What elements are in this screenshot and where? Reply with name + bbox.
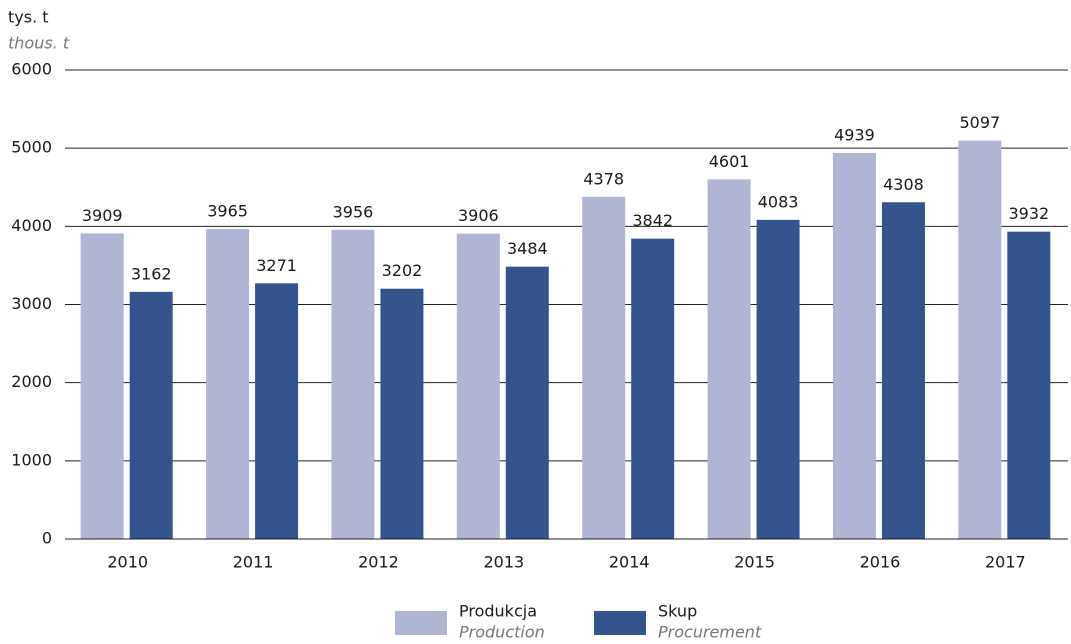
x-tick-label: 2017 <box>985 553 1026 572</box>
bar <box>206 229 250 540</box>
bar <box>582 196 626 540</box>
bar <box>756 219 800 539</box>
x-tick-label: 2016 <box>860 553 901 572</box>
bar <box>255 283 299 539</box>
value-label: 3162 <box>131 264 172 283</box>
legend-swatch <box>594 611 646 635</box>
bar <box>505 266 549 539</box>
bar <box>129 291 173 539</box>
value-label: 3909 <box>82 206 123 225</box>
value-label: 4083 <box>758 192 799 211</box>
axis-label-en: thous. t <box>8 34 70 53</box>
y-tick-label: 3000 <box>11 294 52 313</box>
x-tick-label: 2013 <box>483 553 524 572</box>
value-label: 3965 <box>207 202 248 221</box>
value-label: 3271 <box>256 256 297 275</box>
bar <box>1007 231 1051 539</box>
value-label: 4378 <box>583 169 624 188</box>
legend-label: Produkcja <box>459 602 537 621</box>
y-tick-label: 2000 <box>11 372 52 391</box>
legend-swatch <box>395 611 447 635</box>
value-label: 3956 <box>333 202 374 221</box>
legend-label-en: Production <box>459 623 545 642</box>
value-label: 3202 <box>382 261 423 280</box>
value-label: 4308 <box>883 175 924 194</box>
value-label: 3932 <box>1008 204 1049 223</box>
value-label: 3484 <box>507 239 548 258</box>
y-tick-label: 5000 <box>11 138 52 157</box>
x-tick-label: 2010 <box>107 553 148 572</box>
legend-label: Skup <box>658 602 697 621</box>
x-tick-label: 2012 <box>358 553 399 572</box>
value-label: 3842 <box>632 211 673 230</box>
x-tick-label: 2011 <box>233 553 274 572</box>
bar <box>881 202 925 539</box>
value-label: 3906 <box>458 206 499 225</box>
y-tick-label: 0 <box>42 529 52 548</box>
bar <box>832 152 876 540</box>
value-label: 5097 <box>959 113 1000 132</box>
y-tick-label: 4000 <box>11 216 52 235</box>
x-tick-label: 2015 <box>734 553 775 572</box>
value-label: 4601 <box>709 152 750 171</box>
legend-label-en: Procurement <box>658 623 762 642</box>
y-tick-label: 1000 <box>11 450 52 469</box>
value-label: 4939 <box>834 125 875 144</box>
bar <box>456 233 500 539</box>
bar <box>707 179 751 539</box>
y-tick-label: 6000 <box>11 60 52 79</box>
bar <box>958 140 1002 539</box>
bar <box>631 238 675 540</box>
bar <box>380 288 424 539</box>
bar <box>331 229 375 540</box>
bar <box>80 233 124 539</box>
axis-label: tys. t <box>8 8 49 27</box>
x-tick-label: 2014 <box>609 553 650 572</box>
